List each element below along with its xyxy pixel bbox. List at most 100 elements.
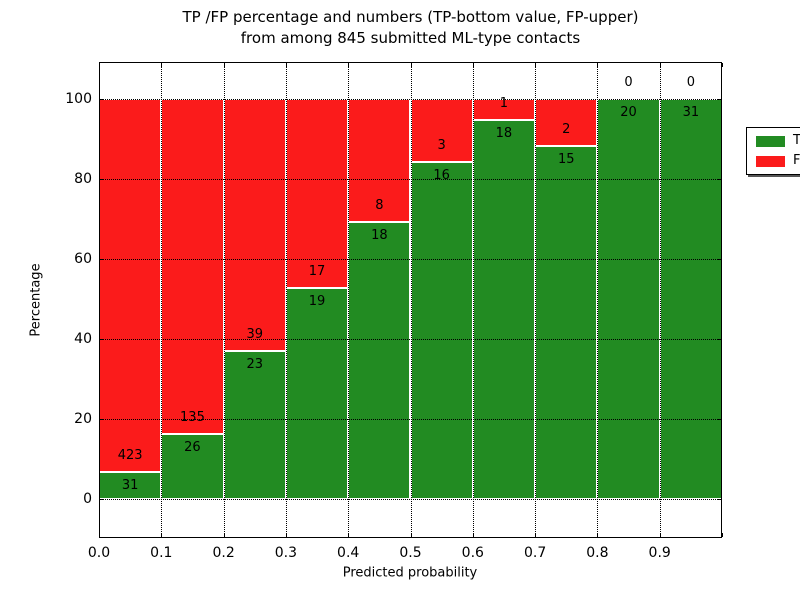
fp-count-label: 17 [308,263,326,279]
fp-bar-segment [223,99,286,351]
chart-title-line1: TP /FP percentage and numbers (TP-bottom… [182,8,639,26]
x-tick-label: 0.0 [87,545,111,561]
x-tick-label: 0.1 [150,545,173,561]
x-tick-mark [659,533,661,537]
x-tick-mark [472,63,474,67]
x-tick-mark [722,533,723,537]
fp-bar-segment [99,99,162,472]
v-gridline [659,62,661,538]
y-tick-mark [717,99,721,100]
legend-tp-label: TP [793,133,800,148]
legend-entry-tp: TP [756,134,800,148]
x-tick-label: 0.9 [648,545,671,561]
fp-count-label: 2 [562,122,571,138]
x-tick-label: 0.3 [274,545,298,561]
tp-count-label: 20 [620,105,637,120]
y-tick-mark [717,259,721,260]
v-gridline [285,62,287,538]
x-tick-label: 0.6 [461,545,484,561]
v-gridline [223,62,225,538]
y-tick-mark [717,339,721,340]
y-tick-label: 0 [83,491,92,507]
x-axis-label: Predicted probability [342,565,478,581]
v-gridline [472,62,474,538]
fp-bar-segment [285,99,349,288]
x-tick-mark [535,533,537,537]
tp-count-label: 18 [371,228,388,244]
tp-count-label: 31 [682,105,700,120]
tp-bar-segment [223,350,286,499]
fp-count-label: 423 [117,447,143,463]
x-tick-mark [285,533,287,537]
x-tick-mark [223,63,225,67]
fp-count-label: 1 [499,96,509,112]
y-tick-mark [717,499,721,500]
tp-count-label: 26 [184,440,201,456]
legend: TP FP [746,127,800,175]
x-tick-mark [410,533,412,537]
v-gridline [535,62,537,538]
legend-fp-swatch [756,155,785,167]
v-gridline [597,62,599,538]
y-tick-mark [100,179,104,180]
tp-bar-segment [285,287,349,499]
x-tick-label: 0.5 [399,545,422,561]
tp-bar-segment [535,146,598,499]
y-tick-mark [100,419,104,420]
v-gridline [410,62,412,538]
x-tick-mark [410,63,412,67]
x-tick-mark [597,63,599,67]
fp-bar-segment [161,99,224,435]
fp-count-label: 0 [624,75,633,90]
fp-count-label: 135 [180,410,205,426]
chart-title: TP /FP percentage and numbers (TP-bottom… [99,7,722,49]
tp-count-label: 18 [495,126,513,142]
tp-bar-segment [348,222,411,499]
tp-count-label: 23 [246,356,264,372]
y-tick-label: 100 [65,91,92,107]
fp-count-label: 8 [375,198,384,214]
v-gridline [161,62,163,538]
x-tick-mark [161,63,163,67]
x-tick-label: 0.2 [212,545,235,561]
x-tick-mark [348,533,350,537]
x-tick-mark [285,63,287,67]
x-tick-label: 0.4 [337,545,360,561]
y-tick-label: 40 [74,331,92,347]
y-tick-label: 20 [74,411,92,427]
y-tick-mark [717,419,721,420]
plot-area: TP FP 31 423 26 135 23 39 19 17 18 8 16 3 18 1 15 2 20 0 3… [99,62,800,538]
tp-bar-segment [410,162,473,499]
x-tick-mark [722,63,723,67]
tp-count-label: 19 [308,293,326,309]
legend-tp-swatch [756,135,785,147]
x-tick-mark [348,63,350,67]
y-tick-mark [100,339,104,340]
x-tick-mark [659,63,661,67]
x-tick-mark [597,533,599,537]
tp-bar-segment [659,99,722,499]
y-axis-label: Percentage [28,263,44,337]
fp-count-label: 3 [437,138,446,154]
chart-title-line2: from among 845 submitted ML-type contact… [240,29,581,47]
y-tick-label: 80 [74,171,92,187]
y-tick-mark [100,499,104,500]
fp-count-label: 0 [686,75,695,90]
x-tick-mark [223,533,225,537]
x-tick-mark [99,63,100,67]
x-tick-label: 0.7 [523,545,547,561]
legend-fp-label: FP [793,153,800,168]
x-tick-mark [161,533,163,537]
x-tick-mark [535,63,537,67]
tp-bar-segment [472,120,536,499]
x-tick-mark [472,533,474,537]
tp-count-label: 16 [433,168,450,184]
y-tick-mark [100,259,104,260]
y-tick-mark [717,179,721,180]
x-tick-mark [99,533,100,537]
tp-count-label: 15 [557,152,575,168]
y-tick-label: 60 [74,251,92,267]
x-tick-label: 0.8 [586,545,609,561]
v-gridline [348,62,350,538]
